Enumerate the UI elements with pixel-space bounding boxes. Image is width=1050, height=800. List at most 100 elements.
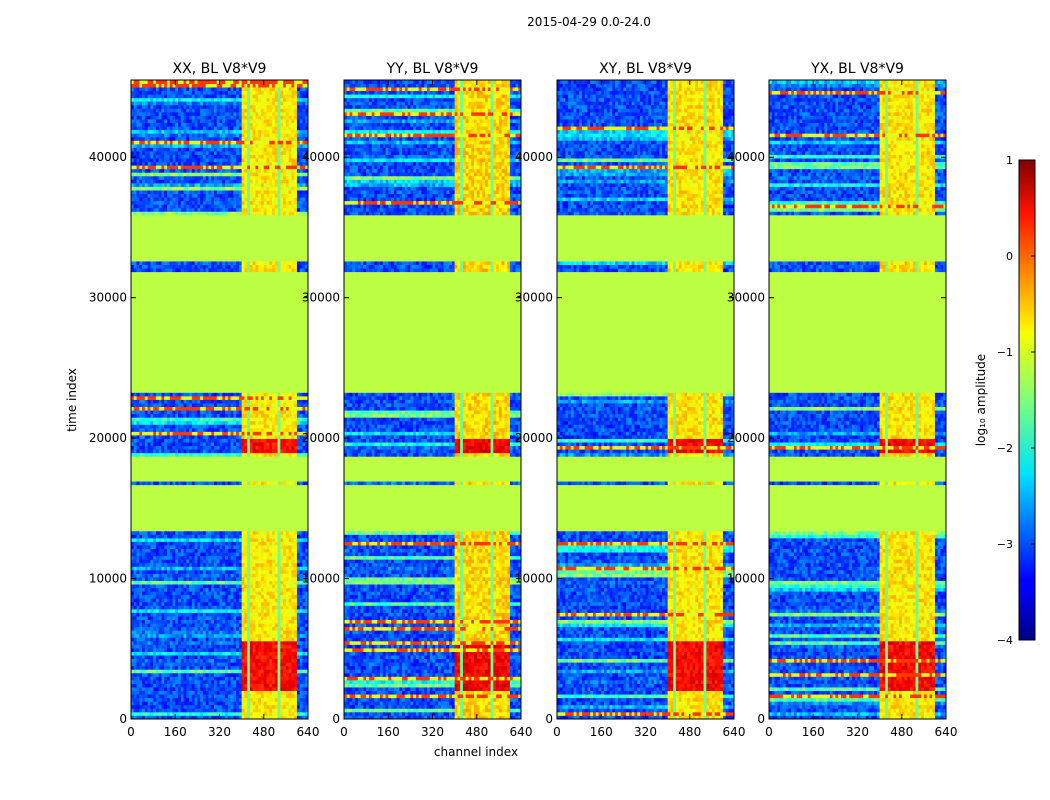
heatmap-cell — [233, 445, 237, 450]
heatmap-cell — [164, 640, 168, 645]
heatmap-cell — [252, 633, 256, 638]
heatmap-cell — [236, 545, 240, 549]
heatmap-cell — [241, 491, 245, 496]
heatmap-cell — [191, 466, 196, 471]
heatmap-cell — [225, 541, 229, 546]
heatmap-cell — [172, 523, 176, 528]
heatmap-cell — [294, 594, 298, 599]
heatmap-cell — [211, 701, 215, 706]
heatmap-cell — [166, 498, 171, 503]
heatmap-cell — [227, 449, 231, 454]
heatmap-cell — [200, 608, 204, 613]
heatmap-cell — [272, 506, 276, 510]
heatmap-cell — [266, 591, 270, 596]
heatmap-cell — [236, 662, 240, 667]
heatmap-cell — [241, 566, 245, 571]
heatmap-cell — [166, 463, 171, 468]
heatmap-cell — [147, 640, 151, 645]
heatmap-cell — [255, 552, 259, 557]
heatmap-cell — [227, 633, 231, 638]
heatmap-cell — [205, 474, 209, 478]
heatmap-cell — [299, 697, 303, 702]
heatmap-cell — [236, 637, 240, 642]
heatmap-cell — [222, 633, 226, 638]
heatmap-cell — [144, 655, 148, 660]
heatmap-cell — [158, 687, 162, 691]
heatmap-cell — [299, 463, 303, 468]
heatmap-cell — [194, 477, 198, 482]
heatmap-cell — [280, 651, 284, 656]
heatmap-cell — [144, 587, 148, 592]
heatmap-cell — [194, 513, 198, 518]
heatmap-cell — [197, 466, 201, 471]
heatmap-cell — [136, 573, 140, 578]
heatmap-cell — [205, 679, 209, 684]
heatmap-cell — [244, 619, 248, 624]
heatmap-cell — [285, 669, 290, 674]
heatmap-cell — [197, 662, 201, 667]
heatmap-cell — [158, 488, 162, 493]
heatmap-cell — [241, 470, 245, 475]
heatmap-cell — [166, 619, 171, 624]
heatmap-cell — [139, 449, 143, 454]
heatmap-cell — [213, 687, 218, 691]
heatmap-cell — [164, 594, 168, 599]
heatmap-cell — [172, 637, 176, 642]
heatmap-cell — [266, 587, 270, 592]
heatmap-cell — [153, 672, 157, 677]
heatmap-cell — [178, 520, 182, 525]
heatmap-cell — [175, 449, 179, 454]
heatmap-cell — [186, 555, 190, 560]
heatmap-cell — [258, 466, 262, 471]
heatmap-cell — [202, 474, 207, 478]
heatmap-cell — [211, 669, 215, 674]
heatmap-cell — [299, 584, 303, 589]
heatmap-cell — [147, 690, 151, 695]
heatmap-cell — [302, 616, 306, 620]
heatmap-cell — [277, 442, 281, 447]
heatmap-cell — [186, 655, 190, 660]
heatmap-cell — [225, 569, 229, 574]
heatmap-cell — [258, 484, 262, 489]
heatmap-cell — [194, 701, 198, 706]
heatmap-cell — [213, 630, 218, 635]
heatmap-cell — [302, 701, 306, 706]
heatmap-cell — [269, 474, 273, 478]
heatmap-cell — [280, 594, 284, 599]
heatmap-cell — [274, 566, 278, 571]
heatmap-cell — [230, 566, 234, 571]
heatmap-cell — [183, 545, 187, 549]
heatmap-cell — [200, 481, 204, 486]
heatmap-cell — [166, 477, 171, 482]
heatmap-cell — [285, 506, 290, 510]
heatmap-cell — [252, 559, 256, 564]
heatmap-cell — [285, 442, 290, 447]
heatmap-cell — [142, 562, 146, 567]
heatmap-cell — [164, 516, 168, 521]
heatmap-cell — [211, 577, 215, 581]
heatmap-cell — [288, 665, 292, 670]
heatmap-cell — [260, 715, 265, 719]
heatmap-cell — [208, 694, 212, 699]
heatmap-cell — [222, 537, 226, 542]
heatmap-cell — [255, 623, 259, 628]
heatmap-cell — [288, 633, 292, 638]
heatmap-cell — [241, 687, 245, 691]
heatmap-cell — [133, 676, 137, 681]
heatmap-cell — [197, 477, 201, 482]
heatmap-cell — [205, 552, 209, 557]
heatmap-cell — [150, 449, 154, 454]
heatmap-cell — [260, 463, 265, 468]
heatmap-cell — [255, 537, 259, 542]
heatmap-cell — [216, 548, 220, 553]
heatmap-cell — [280, 676, 284, 681]
heatmap-cell — [133, 502, 137, 507]
heatmap-cell — [280, 566, 284, 571]
heatmap-cell — [153, 665, 157, 670]
heatmap-cell — [153, 580, 157, 585]
heatmap-cell — [136, 463, 140, 468]
heatmap-cell — [263, 552, 267, 557]
heatmap-cell — [252, 697, 256, 702]
heatmap-cell — [299, 630, 303, 635]
heatmap-cell — [241, 630, 245, 635]
